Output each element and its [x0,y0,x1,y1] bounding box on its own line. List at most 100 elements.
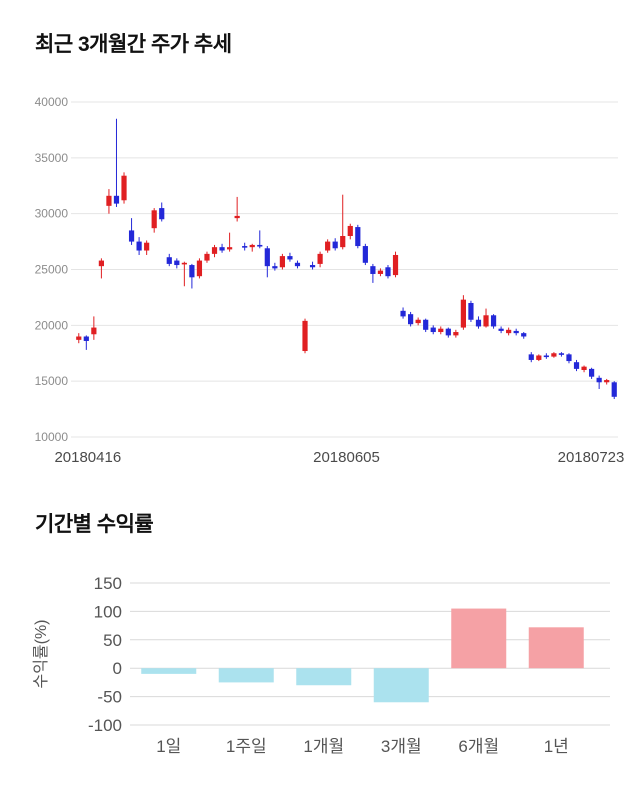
candle-body [196,260,203,277]
candle-body [257,244,263,247]
y-tick-label: 15000 [35,374,69,388]
candle-body [423,319,429,330]
candle-body [264,248,270,267]
candle-body [302,320,308,352]
candle-body [219,247,225,251]
candle-body [528,354,534,360]
y-tick-label: 100 [94,602,122,621]
candle-body [279,256,285,268]
candle-body [355,227,361,247]
candle-body [573,362,580,369]
candle-body [128,230,135,242]
x-axis-label: 20180605 [313,449,380,466]
candle-body [227,247,233,250]
candle-body [460,299,466,328]
return-bar [528,627,584,669]
candle-body [513,330,519,334]
candle-body [98,260,104,267]
x-axis-label: 20180416 [54,449,121,466]
returns-bar-chart: 150 100 50 0 -50 -100 1일 1주일 1개월 3개월 6개월 1년 수익률(%) [32,574,610,756]
candle-body [415,319,421,324]
candle-body [475,319,482,327]
candle-body [566,354,572,362]
candle-body [113,195,120,204]
category-label: 1일 [156,737,181,756]
y-tick-label: 50 [103,631,122,650]
candle-body [272,266,278,269]
candle-body [309,265,316,268]
price-chart-title: 최근 3개월간 주가 추세 [35,33,232,56]
candle-body [453,332,459,336]
candle-body [242,246,248,248]
candle-body [604,380,610,383]
candle-body [521,333,527,337]
candle-body [551,353,557,357]
candle-body [543,355,549,358]
y-tick-label: 30000 [35,207,69,221]
category-label: 3개월 [381,737,422,756]
candle-body [189,265,195,278]
candle-body [377,270,384,274]
candle-body [438,328,444,333]
candle-body [211,247,218,254]
return-bar [451,608,507,669]
y-tick-label: -50 [97,688,122,707]
candle-body [445,328,451,336]
candle-body [483,315,489,327]
candle-body [144,242,150,251]
candle-body [589,368,595,377]
candle-body [136,241,142,251]
return-bar [373,668,429,703]
candle-body [370,266,376,274]
candle-body [340,236,346,248]
candle-body [294,262,301,267]
candle-body [347,225,353,236]
candle-body [106,195,112,206]
candle-body [181,262,187,265]
candle-body [468,303,474,320]
candle-body [166,257,172,264]
x-axis-label: 20180723 [558,449,625,466]
price-candlestick-chart: 40000 35000 30000 25000 20000 15000 10000 20180… [35,95,625,466]
candle-body [392,254,399,276]
candle-body [332,241,338,249]
candle-body [249,244,255,248]
y-tick-label: 0 [113,659,122,678]
candle-body [159,208,165,220]
candle-body [317,253,323,264]
candle-body [506,329,512,334]
y-axis-title: 수익률(%) [32,619,50,688]
return-bar [218,668,274,683]
category-label: 1년 [544,737,569,756]
y-tick-label: 10000 [35,430,69,444]
candle-body [325,241,331,251]
candle-body [287,256,293,260]
return-bar [296,668,352,686]
return-bar [141,668,197,674]
candle-body [76,336,82,340]
candle-body [234,215,240,219]
category-label: 1주일 [226,737,267,756]
candle-body [121,175,127,201]
candle-body [400,310,406,317]
candle-body [174,260,180,266]
candle-body [536,355,542,360]
y-tick-label: 35000 [35,151,69,165]
candle-body [385,267,391,277]
candle-body [204,253,210,261]
candle-body [362,246,368,263]
returns-section: 기간별 수익률 150 100 50 0 -50 -100 1일 1주일 1개월 3개월 6개월 1년… [0,508,640,778]
y-tick-label: -100 [88,716,122,735]
candle-body [596,377,602,383]
candle-body [151,210,157,229]
candle-body [498,328,504,331]
y-tick-label: 40000 [35,95,69,109]
candle-body [408,314,414,325]
candle-body [91,327,97,335]
y-tick-label: 150 [94,574,122,593]
price-trend-section: 최근 3개월간 주가 추세 40000 35000 30000 25000 20000 1… [35,33,625,466]
candle-body [611,382,617,397]
category-label: 1개월 [303,737,344,756]
y-tick-label: 25000 [35,263,69,277]
